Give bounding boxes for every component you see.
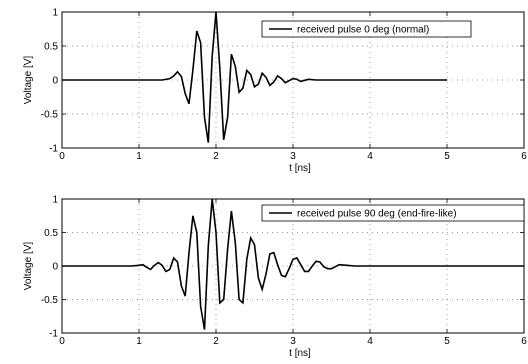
x-tick-label: 4 — [367, 336, 373, 347]
x-axis-label-bottom: t [ns] — [289, 348, 311, 359]
x-tick-label: 5 — [444, 336, 450, 347]
chart-bottom: 0 1 2 3 4 5 6 -1 -0.5 0 0.5 1 received pulse 90 deg… — [23, 195, 527, 360]
y-tick-label: 0 — [52, 76, 58, 87]
x-tick-label: 0 — [59, 336, 65, 347]
legend-bottom: received pulse 90 deg (end-fire-like) — [261, 204, 525, 222]
x-tick-label: 4 — [367, 151, 373, 162]
ticks-top: 0 1 2 3 4 5 6 -1 -0.5 0 0.5 1 — [41, 8, 527, 163]
x-tick-label: 2 — [213, 336, 219, 347]
x-tick-label: 6 — [521, 151, 527, 162]
x-tick-label: 5 — [444, 151, 450, 162]
x-tick-label: 0 — [59, 151, 65, 162]
legend-label-top: received pulse 0 deg (normal) — [297, 25, 429, 36]
y-tick-label: -0.5 — [41, 295, 59, 306]
legend-label-bottom: received pulse 90 deg (end-fire-like) — [297, 209, 457, 220]
y-axis-label-top: Voltage [V] — [23, 56, 34, 105]
y-tick-label: 0.5 — [44, 42, 58, 53]
y-tick-label: -1 — [49, 144, 58, 155]
y-tick-label: -0.5 — [41, 110, 59, 121]
x-tick-label: 6 — [521, 336, 527, 347]
y-tick-label: -1 — [49, 329, 58, 340]
y-tick-label: 1 — [52, 8, 58, 19]
x-tick-label: 3 — [290, 151, 296, 162]
y-axis-label-bottom: Voltage [V] — [23, 242, 34, 291]
series-line-top — [62, 11, 447, 143]
legend-box-top — [261, 20, 472, 38]
x-tick-label: 1 — [136, 336, 142, 347]
y-tick-label: 0 — [52, 262, 58, 273]
x-tick-label: 1 — [136, 151, 142, 162]
x-axis-label-top: t [ns] — [289, 163, 311, 174]
legend-box-bottom — [261, 204, 525, 222]
y-tick-label: 0.5 — [44, 228, 58, 239]
chart-top: 0 1 2 3 4 5 6 -1 -0.5 0 0.5 1 received pulse 0 deg … — [23, 8, 527, 175]
x-tick-label: 2 — [213, 151, 219, 162]
y-tick-label: 1 — [52, 195, 58, 206]
x-tick-label: 3 — [290, 336, 296, 347]
legend-top: received pulse 0 deg (normal) — [261, 20, 472, 38]
series-line-bottom — [62, 198, 524, 330]
